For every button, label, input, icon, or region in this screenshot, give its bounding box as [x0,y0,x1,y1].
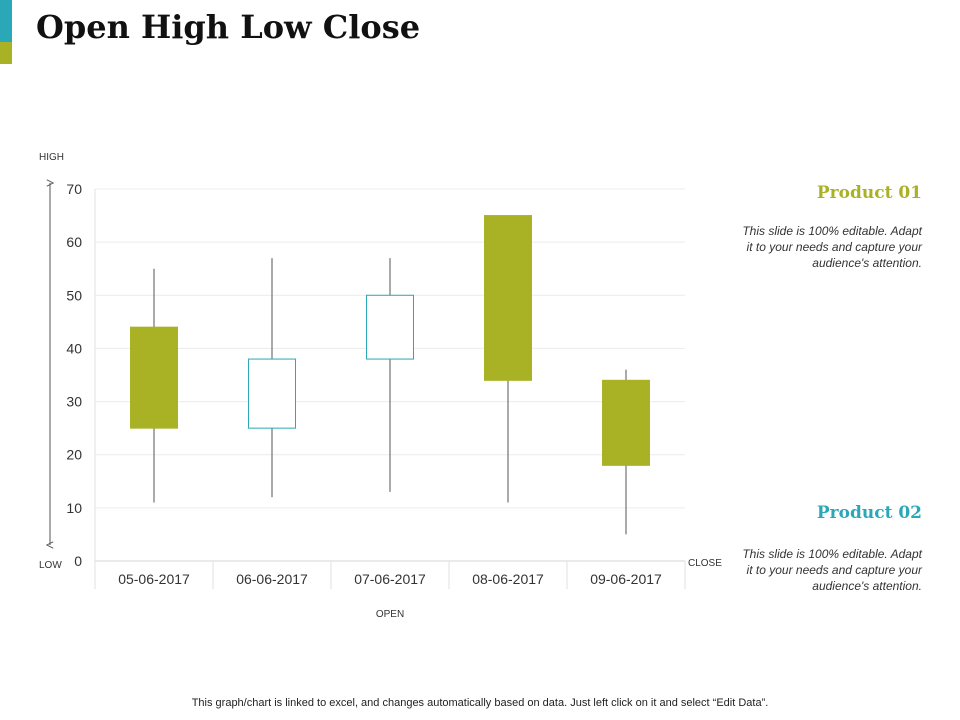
y-tick-label: 40 [66,340,82,356]
slide-title: Open High Low Close [36,8,421,46]
axis-label-open: OPEN [376,609,404,620]
x-tick-label: 06-06-2017 [236,571,308,587]
accent-bar-teal [0,0,12,42]
candle-body [248,358,296,429]
axis-label-close: CLOSE [688,558,722,569]
y-tick-label: 50 [66,287,82,303]
x-tick-label: 08-06-2017 [472,571,544,587]
candle-body [602,379,650,466]
chart-labels: 0 10 20 30 40 50 60 70 05-06-2017 06-06-2017 07-06… [66,181,662,587]
product-02-description: This slide is 100% editable. Adapt it to… [742,547,922,593]
x-tick-label: 05-06-2017 [118,571,190,587]
product-01-title: Product 01 [816,183,922,203]
accent-bar-green [0,42,12,64]
axis-label-high: HIGH [39,152,64,163]
y-tick-label: 60 [66,234,82,250]
product-01-description: This slide is 100% editable. Adapt it to… [742,224,922,270]
candle-body [366,294,414,360]
product-02-title: Product 02 [816,503,922,523]
chart-candles [130,215,650,535]
candle-body [130,326,178,429]
y-tick-label: 10 [66,500,82,516]
y-tick-label: 30 [66,394,82,410]
candle-body [484,215,532,381]
x-tick-label: 09-06-2017 [590,571,662,587]
footer-note: This graph/chart is linked to excel, and… [191,697,769,709]
axis-label-low: LOW [39,560,62,571]
y-tick-label: 70 [66,181,82,197]
x-tick-label: 07-06-2017 [354,571,426,587]
y-tick-label: 20 [66,447,82,463]
y-tick-label: 0 [74,553,82,569]
